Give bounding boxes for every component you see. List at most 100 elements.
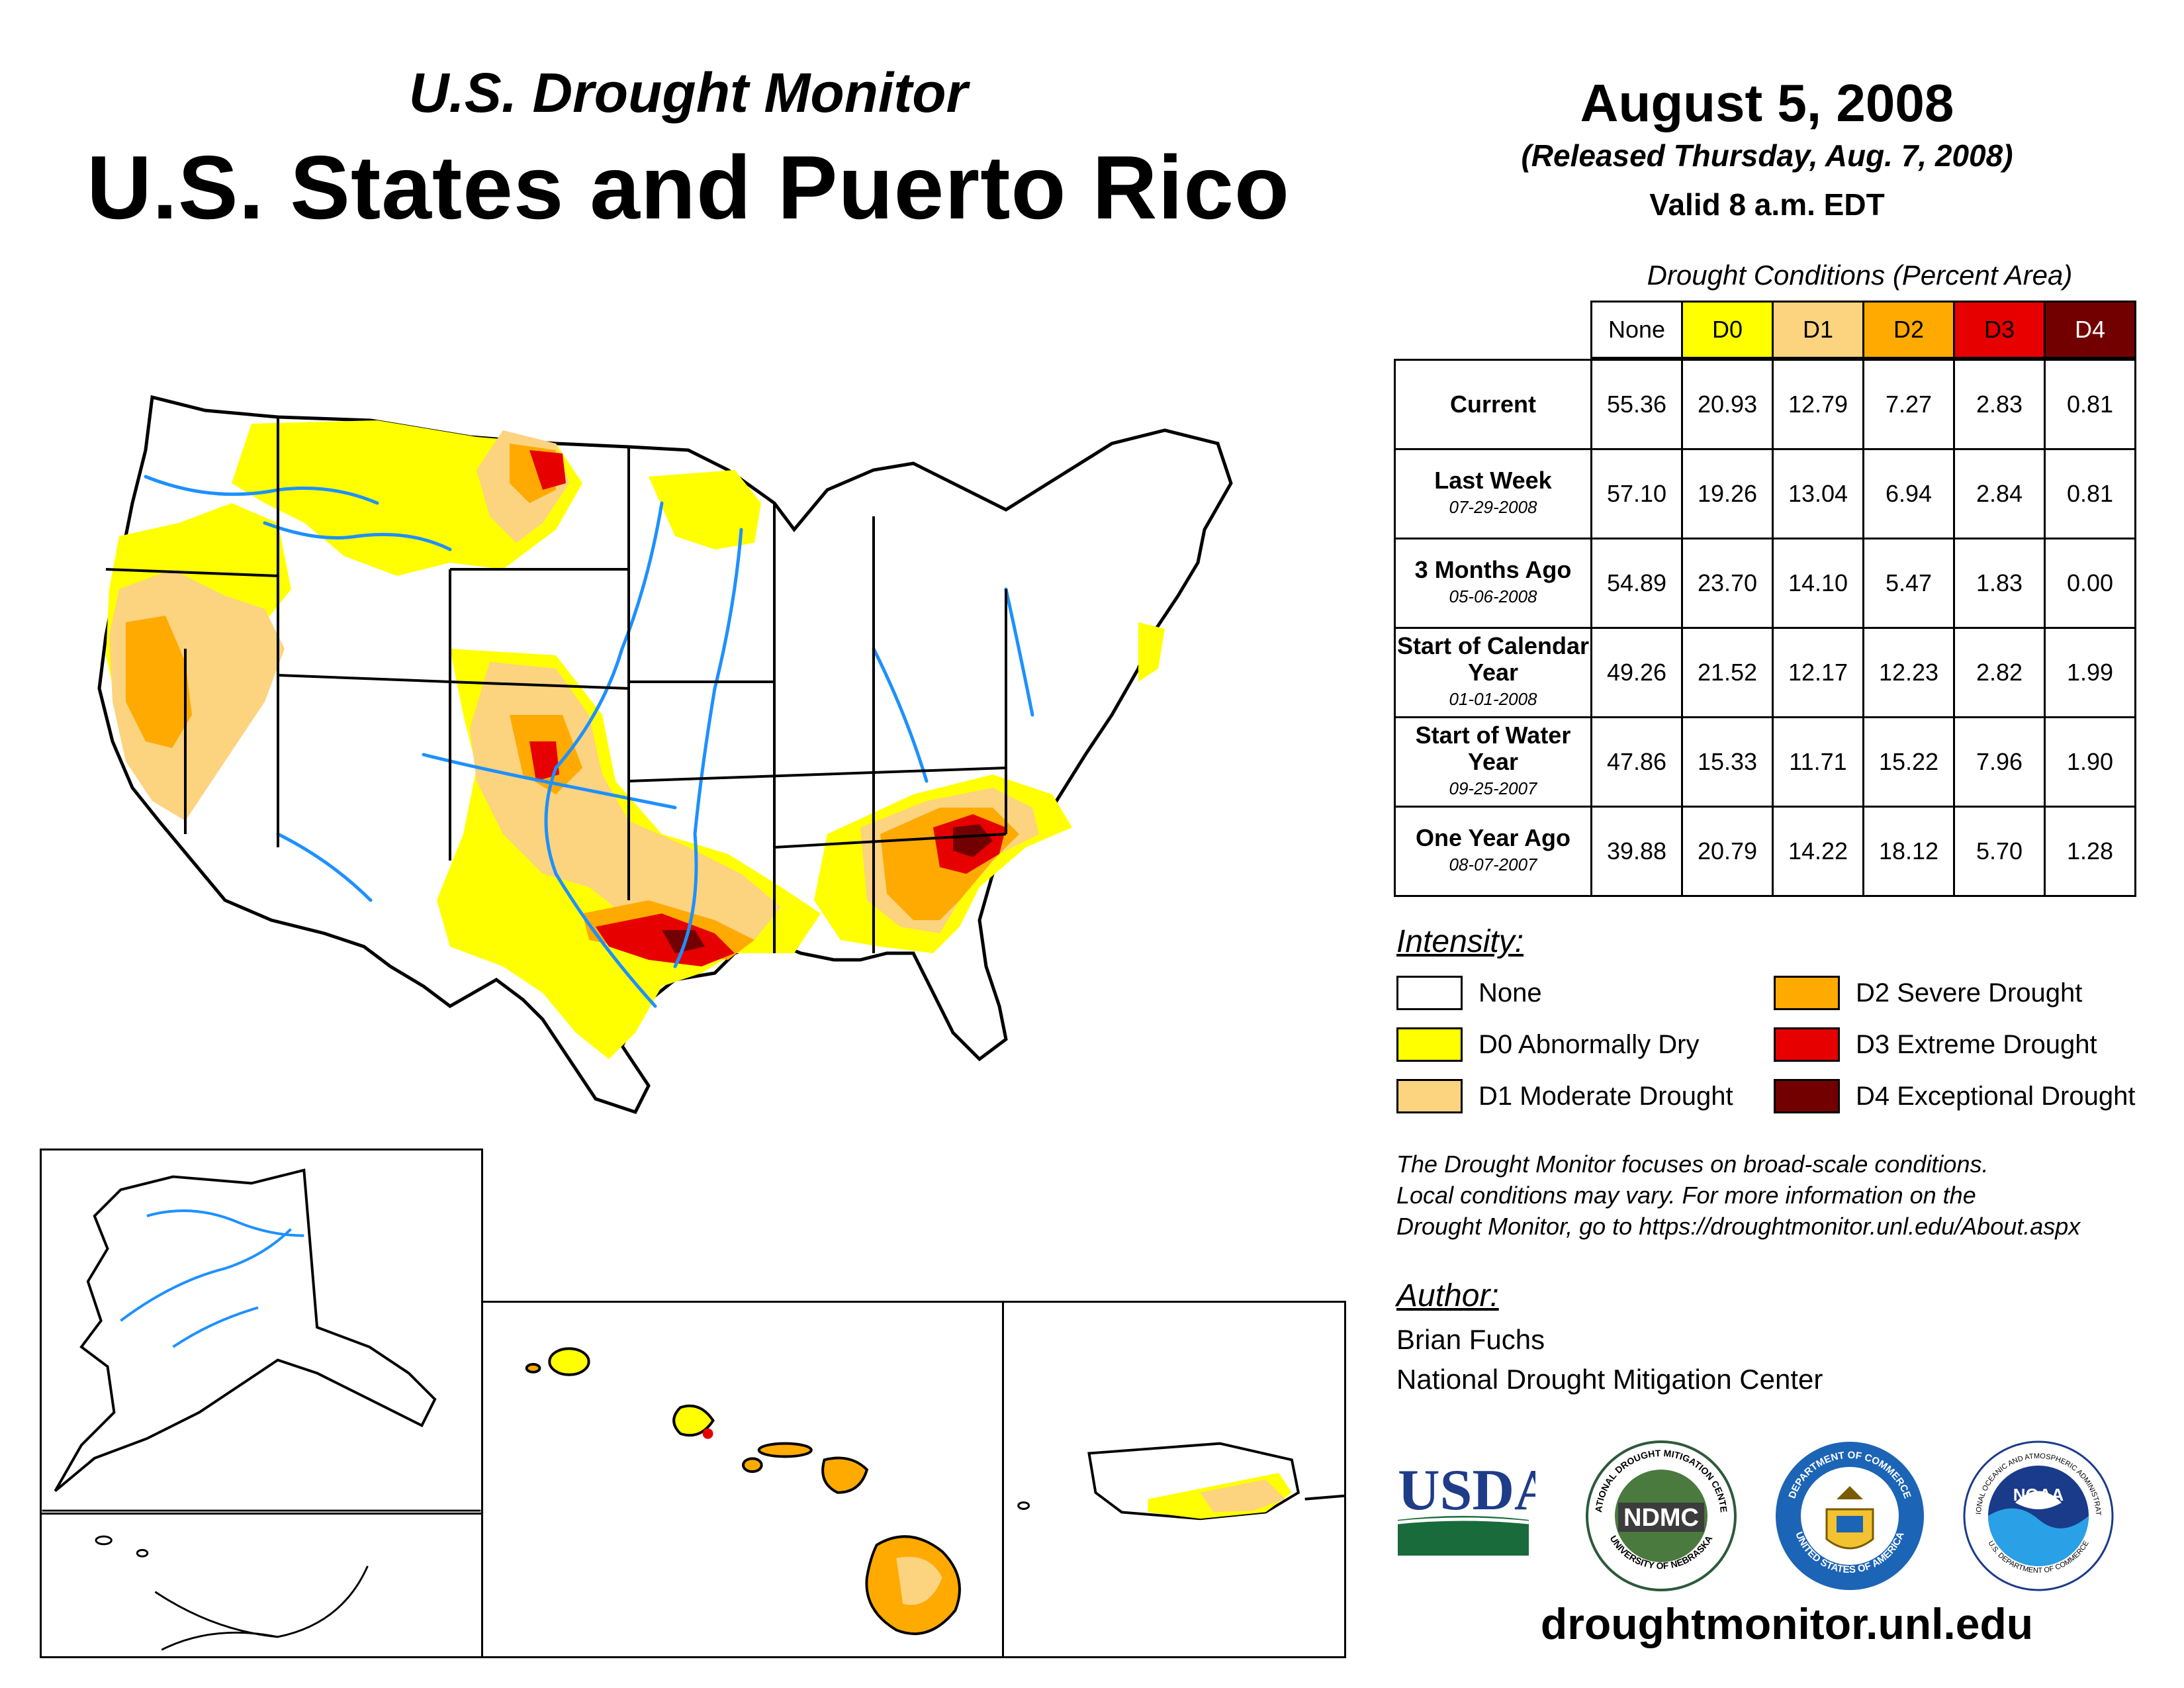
website-url: droughtmonitor.unl.edu — [1540, 1599, 2034, 1648]
cell-d0: 20.93 — [1681, 359, 1774, 450]
cell-none: 54.89 — [1590, 538, 1683, 629]
valid-time: Valid 8 a.m. EDT — [1649, 187, 1885, 222]
cell-d3: 2.82 — [1953, 627, 2046, 718]
cell-d3: 5.70 — [1953, 806, 2046, 897]
disclaimer-note: The Drought Monitor focuses on broad-sca… — [1396, 1150, 2081, 1240]
row-label: One Year Ago 08-07-2007 — [1394, 806, 1592, 897]
cell-d4: 1.90 — [2044, 716, 2136, 808]
cell-d0: 23.70 — [1681, 538, 1774, 629]
molokai-island — [757, 1442, 813, 1458]
cell-none: 39.88 — [1590, 806, 1683, 897]
cell-d0: 19.26 — [1681, 448, 1774, 539]
legend-item-d4: D4 Exceptional Drought — [1774, 1076, 2135, 1116]
cell-d2: 5.47 — [1862, 538, 1955, 629]
aleutian-inset — [40, 1513, 483, 1658]
maui-island — [821, 1456, 869, 1494]
col-header-d4: D4 — [2044, 301, 2136, 359]
cell-d3: 7.96 — [1953, 716, 2046, 808]
legend-item-d0: D0 Abnormally Dry — [1396, 1025, 1699, 1064]
legend-item-d3: D3 Extreme Drought — [1774, 1025, 2097, 1064]
cell-d2: 12.23 — [1862, 627, 1955, 718]
legend-label: D4 Exceptional Drought — [1856, 1081, 2136, 1111]
row-date: 09-25-2007 — [1449, 778, 1537, 798]
alaska-landmass — [54, 1168, 437, 1492]
row-date: 07-29-2008 — [1449, 497, 1537, 517]
row-label: Start of Calendar Year 01-01-2008 — [1394, 627, 1592, 718]
legend-swatch — [1774, 1079, 1840, 1113]
release-date: (Released Thursday, Aug. 7, 2008) — [1521, 138, 2013, 173]
cell-d2: 6.94 — [1862, 448, 1955, 539]
table-caption: Drought Conditions (Percent Area) — [1647, 259, 2073, 291]
lanai-island — [742, 1457, 763, 1474]
cell-d2: 15.22 — [1862, 716, 1955, 808]
col-header-d2: D2 — [1862, 301, 1955, 359]
svg-text:NOAA: NOAA — [2013, 1485, 2064, 1505]
cell-d0: 21.52 — [1681, 627, 1774, 718]
table-row: Start of Calendar Year 01-01-2008 49.26 2… — [1394, 627, 2136, 718]
author-name: Brian Fuchs — [1396, 1324, 1545, 1355]
drought-conditions-table: None D0 D1 D2 D3 D4 Current 55.36 20.93 … — [1394, 301, 2136, 897]
cell-d0: 20.79 — [1681, 806, 1774, 897]
usda-logo: USDA — [1397, 1458, 1535, 1556]
row-date: 08-07-2007 — [1449, 855, 1537, 874]
puerto-rico-inset — [1002, 1301, 1346, 1658]
cell-d0: 15.33 — [1681, 716, 1774, 808]
legend-title: Intensity: — [1396, 924, 1524, 959]
author-org: National Drought Mitigation Center — [1396, 1364, 1823, 1395]
cell-d4: 0.81 — [2044, 448, 2136, 539]
table-row: Start of Water Year 09-25-2007 47.86 15.3… — [1394, 716, 2136, 808]
kauai-island — [548, 1347, 590, 1376]
legend-swatch — [1396, 976, 1463, 1010]
legend-swatch — [1774, 1027, 1840, 1062]
col-header-d0: D0 — [1681, 301, 1774, 359]
puerto-rico-d1-area — [1200, 1479, 1286, 1513]
row-label: Start of Water Year 09-25-2007 — [1394, 716, 1592, 808]
svg-text:NDMC: NDMC — [1623, 1504, 1699, 1532]
cell-none: 49.26 — [1590, 627, 1683, 718]
big-island-d1-area — [896, 1556, 942, 1605]
oahu-d3-area — [702, 1428, 713, 1439]
legend-item-d2: D2 Severe Drought — [1774, 973, 2082, 1013]
legend-label: D1 Moderate Drought — [1479, 1081, 1733, 1111]
drought-areas-d4 — [662, 824, 993, 953]
legend-swatch — [1396, 1027, 1463, 1062]
aleutian-islands — [95, 1535, 369, 1651]
table-row: 3 Months Ago 05-06-2008 54.89 23.70 14.10… — [1394, 538, 2136, 629]
niihau-island — [525, 1362, 541, 1374]
map-title: U.S. States and Puerto Rico — [86, 137, 1291, 238]
cell-d4: 0.00 — [2044, 538, 2136, 629]
oahu-island — [672, 1404, 715, 1437]
map-subtitle: U.S. Drought Monitor — [408, 62, 968, 124]
conus-drought-map — [97, 395, 1233, 1115]
legend-label: D3 Extreme Drought — [1856, 1029, 2097, 1059]
noaa-logo: NATIONAL OCEANIC AND ATMOSPHERIC ADMINIS… — [1962, 1440, 2114, 1591]
table-row: One Year Ago 08-07-2007 39.88 20.79 14.22… — [1394, 806, 2136, 897]
row-label: Current — [1394, 359, 1592, 450]
table-row: Current 55.36 20.93 12.79 7.27 2.83 0.81 — [1394, 359, 2136, 450]
state-boundaries — [105, 417, 1007, 953]
cell-d1: 12.17 — [1772, 627, 1864, 718]
legend-label: None — [1479, 978, 1542, 1008]
hawaii-inset — [481, 1301, 1004, 1658]
table-row: Last Week 07-29-2008 57.10 19.26 13.04 6.… — [1394, 448, 2136, 539]
row-label: 3 Months Ago 05-06-2008 — [1394, 538, 1592, 629]
cell-d1: 11.71 — [1772, 716, 1864, 808]
legend-swatch — [1396, 1079, 1463, 1113]
col-header-d1: D1 — [1772, 301, 1864, 359]
commerce-seal-logo: DEPARTMENT OF COMMERCE UNITED STATES OF … — [1776, 1442, 1924, 1590]
alaska-inset — [40, 1149, 483, 1516]
svg-text:USDA: USDA — [1398, 1458, 1535, 1523]
legend-label: D2 Severe Drought — [1856, 978, 2083, 1008]
col-header-d3: D3 — [1953, 301, 2046, 359]
cell-none: 47.86 — [1590, 716, 1683, 808]
legend-item-d1: D1 Moderate Drought — [1396, 1076, 1733, 1116]
cell-d4: 1.28 — [2044, 806, 2136, 897]
cell-d3: 2.84 — [1953, 448, 2046, 539]
cell-none: 57.10 — [1590, 448, 1683, 539]
cell-d2: 18.12 — [1862, 806, 1955, 897]
legend-item-none: None — [1396, 973, 1542, 1013]
cell-d3: 2.83 — [1953, 359, 2046, 450]
cell-d1: 13.04 — [1772, 448, 1864, 539]
cell-d2: 7.27 — [1862, 359, 1955, 450]
cell-d1: 14.22 — [1772, 806, 1864, 897]
